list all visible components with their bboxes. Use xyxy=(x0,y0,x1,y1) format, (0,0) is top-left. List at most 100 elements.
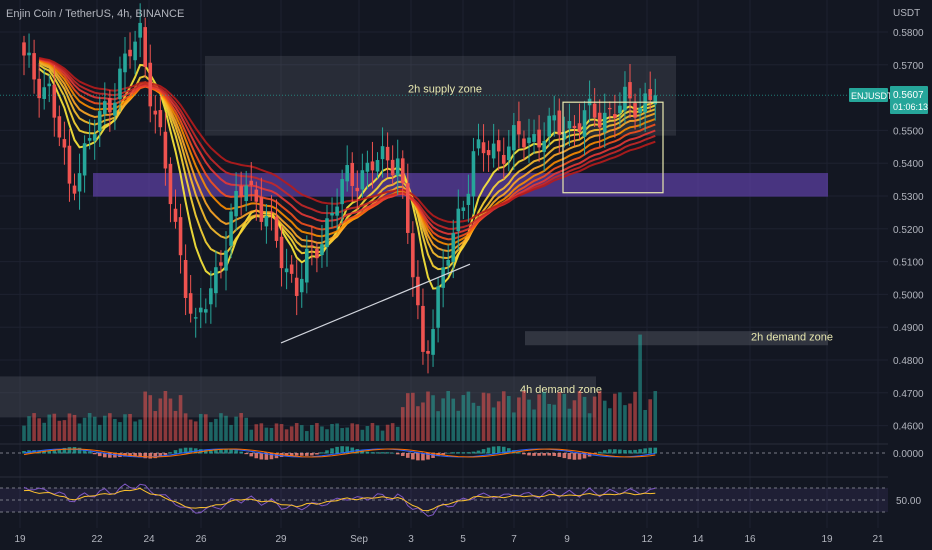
candle-body xyxy=(385,146,390,161)
volume-bar xyxy=(204,414,208,441)
macd-hist-bar xyxy=(400,453,405,457)
volume-bar xyxy=(289,426,294,441)
candle-body xyxy=(97,111,102,132)
candle-body xyxy=(77,173,82,192)
candle-body xyxy=(274,216,279,241)
volume-bar xyxy=(466,391,471,441)
macd-hist-bar xyxy=(77,447,82,454)
time-axis[interactable]: 19 22 24 26 29 Sep 3 5 7 9 12 14 16 19 21 xyxy=(14,534,884,545)
ema-line xyxy=(38,58,656,241)
candle-body xyxy=(133,41,137,61)
rsi-level-label: 50.00 xyxy=(896,496,921,507)
candle-body xyxy=(128,49,132,57)
macd-hist-bar xyxy=(310,453,314,456)
ema-line xyxy=(38,57,656,224)
volume-bar xyxy=(557,392,562,441)
candle-body xyxy=(628,82,632,99)
y-tick-label: 0.5800 xyxy=(893,28,924,39)
candle-body xyxy=(244,185,248,201)
macd-hist-bar xyxy=(643,448,647,454)
volume-bar xyxy=(97,424,102,441)
candle-body xyxy=(481,142,486,154)
candle-body xyxy=(178,217,183,256)
grid-lines xyxy=(0,0,888,528)
macd-hist-bar xyxy=(355,449,360,454)
candle-body xyxy=(451,233,456,262)
candle-body xyxy=(552,115,557,121)
macd-hist-bar xyxy=(284,453,289,457)
candle-body xyxy=(370,161,375,171)
demand-zone-2h xyxy=(525,331,828,346)
volume-bar xyxy=(249,429,254,441)
volume-bar xyxy=(421,402,425,441)
macd-hist-bar xyxy=(380,452,385,454)
macd-hist-bar xyxy=(618,449,622,454)
ema-line xyxy=(38,57,656,230)
consolidation-box xyxy=(562,101,664,194)
volume-bar xyxy=(411,392,415,441)
purple-zone xyxy=(93,173,828,197)
candle-body xyxy=(375,160,380,172)
candle-body xyxy=(456,208,461,232)
volume-bar xyxy=(279,424,284,441)
candle-body xyxy=(229,211,233,246)
candle-body xyxy=(113,102,117,116)
macd-hist-bar xyxy=(204,449,208,454)
volume-bar xyxy=(113,418,117,441)
volume-bar xyxy=(32,413,36,441)
candle-body xyxy=(325,218,329,248)
candle-body xyxy=(315,249,319,259)
symbol-title: Enjin Coin / TetherUS, 4h, BINANCE xyxy=(6,8,185,20)
volume-bar xyxy=(491,407,496,441)
macd-hist-bar xyxy=(330,448,334,454)
y-tick-label: 0.5500 xyxy=(893,126,924,137)
volume-bar xyxy=(47,414,52,441)
volume-bar xyxy=(572,400,577,441)
candle-body xyxy=(214,267,218,294)
candle-body xyxy=(335,206,339,216)
candle-body xyxy=(613,114,617,119)
candle-body xyxy=(123,53,127,73)
volume-bar xyxy=(436,411,440,441)
volume-bar xyxy=(158,398,163,441)
candle-body xyxy=(138,22,142,38)
candle-body xyxy=(103,101,107,115)
macd-hist-bar xyxy=(567,453,572,460)
macd-hist-bar xyxy=(188,447,193,454)
rsi-ma-line xyxy=(23,487,656,512)
macd-hist-bar xyxy=(224,449,228,454)
macd-hist-bar xyxy=(572,453,577,460)
volume-bar xyxy=(67,413,72,441)
y-tick-label: 0.5700 xyxy=(893,61,924,72)
volume-bar xyxy=(42,422,46,441)
macd-hist-bar xyxy=(234,450,238,454)
volume-bar xyxy=(633,391,637,441)
candle-body xyxy=(320,244,324,256)
volume-bar xyxy=(517,397,521,441)
volume-bar xyxy=(441,398,445,441)
candle-body xyxy=(264,216,269,227)
volume-bar xyxy=(360,429,365,441)
macd-hist-bar xyxy=(537,453,541,456)
candle-body xyxy=(284,268,289,273)
price-axis[interactable]: 0.5800 0.5700 0.5500 0.5400 0.5300 0.5200 0.51… xyxy=(849,28,928,507)
volume-bar xyxy=(264,427,269,441)
volume-bar xyxy=(496,401,501,441)
volume-bar xyxy=(315,423,319,441)
x-tick-label: 9 xyxy=(564,534,570,545)
y-tick-label: 0.5400 xyxy=(893,159,924,170)
candle-body xyxy=(623,86,627,111)
volume-bar xyxy=(284,429,289,441)
volume-bar xyxy=(527,399,531,441)
macd-hist-bar xyxy=(648,447,652,454)
ema-ribbon xyxy=(38,57,656,290)
volume-bar xyxy=(37,418,41,441)
overlay-layer xyxy=(0,94,888,344)
x-tick-label: Sep xyxy=(350,534,368,545)
candle-body xyxy=(158,110,163,128)
macd-hist-bar xyxy=(602,450,607,454)
macd-hist-bar xyxy=(345,446,349,454)
ema-line xyxy=(38,63,656,290)
volume-bar xyxy=(375,425,380,441)
